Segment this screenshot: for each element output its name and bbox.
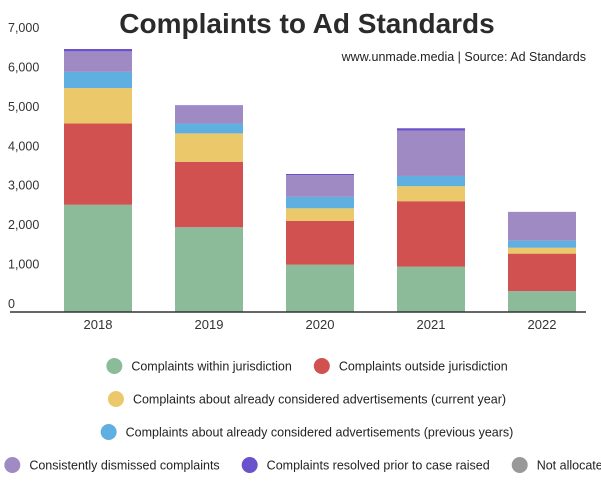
x-tick-label: 2019 <box>195 317 224 332</box>
bar-segment <box>286 196 354 209</box>
chart-title: Complaints to Ad Standards <box>119 8 494 39</box>
legend-label: Complaints resolved prior to case raised <box>267 459 490 473</box>
x-tick-label: 2020 <box>306 317 335 332</box>
bar-segment <box>286 220 354 265</box>
bar-segment <box>175 133 243 162</box>
bar-segment <box>64 51 132 72</box>
legend-label: Complaints within jurisdiction <box>131 360 292 374</box>
x-tick-label: 2022 <box>528 317 557 332</box>
legend-label: Complaints outside jurisdiction <box>339 360 508 374</box>
bar-segment <box>175 105 243 107</box>
y-axis: 0 1,000 2,000 3,000 4,000 5,000 6,000 7,000 <box>8 21 39 311</box>
bar-segment <box>64 49 132 52</box>
legend-marker <box>4 457 21 473</box>
y-tick-label: 3,000 <box>8 179 39 193</box>
bar-segment <box>508 240 576 248</box>
y-tick-label: 7,000 <box>8 21 39 35</box>
legend-label: Consistently dismissed complaints <box>29 459 219 473</box>
x-tick-label: 2018 <box>84 317 113 332</box>
x-axis: 2018 2019 2020 2021 2022 <box>84 317 557 332</box>
bar-segment <box>286 264 354 312</box>
legend-label: Complaints about already considered adve… <box>133 393 506 407</box>
bar-segment <box>286 208 354 221</box>
bar-segment <box>397 201 465 267</box>
bar-segment <box>508 211 576 241</box>
bar-segment <box>286 175 354 197</box>
bars-group <box>64 49 576 312</box>
y-tick-label: 0 <box>8 297 15 311</box>
bar-segment <box>508 291 576 312</box>
bar-segment <box>508 253 576 292</box>
legend-label: Not allocated <box>537 459 601 473</box>
chart-subtitle: www.unmade.media | Source: Ad Standards <box>341 50 586 64</box>
bar-segment <box>175 227 243 312</box>
bar-segment <box>508 247 576 254</box>
legend-marker <box>100 424 117 440</box>
bar-segment <box>397 175 465 187</box>
legend-marker <box>106 358 123 374</box>
bar-segment <box>397 186 465 202</box>
y-tick-label: 1,000 <box>8 258 39 272</box>
legend-marker <box>107 391 124 407</box>
x-tick-label: 2021 <box>417 317 446 332</box>
bar-segment <box>286 174 354 176</box>
legend: Complaints within jurisdiction Complaints… <box>4 358 601 473</box>
legend-marker <box>511 457 528 473</box>
legend-marker <box>313 358 330 374</box>
bar-segment <box>64 123 132 205</box>
bar-segment <box>397 266 465 312</box>
y-tick-label: 4,000 <box>8 139 39 153</box>
bar-segment <box>397 130 465 176</box>
bar-segment <box>175 106 243 124</box>
legend-label: Complaints about already considered adve… <box>126 426 514 440</box>
bar-segment <box>175 123 243 134</box>
y-tick-label: 5,000 <box>8 100 39 114</box>
legend-marker <box>241 457 258 473</box>
y-tick-label: 2,000 <box>8 218 39 232</box>
bar-segment <box>64 204 132 312</box>
bar-segment <box>175 161 243 228</box>
y-tick-label: 6,000 <box>8 60 39 74</box>
bar-segment <box>397 128 465 131</box>
bar-segment <box>64 71 132 89</box>
bar-segment <box>64 88 132 124</box>
